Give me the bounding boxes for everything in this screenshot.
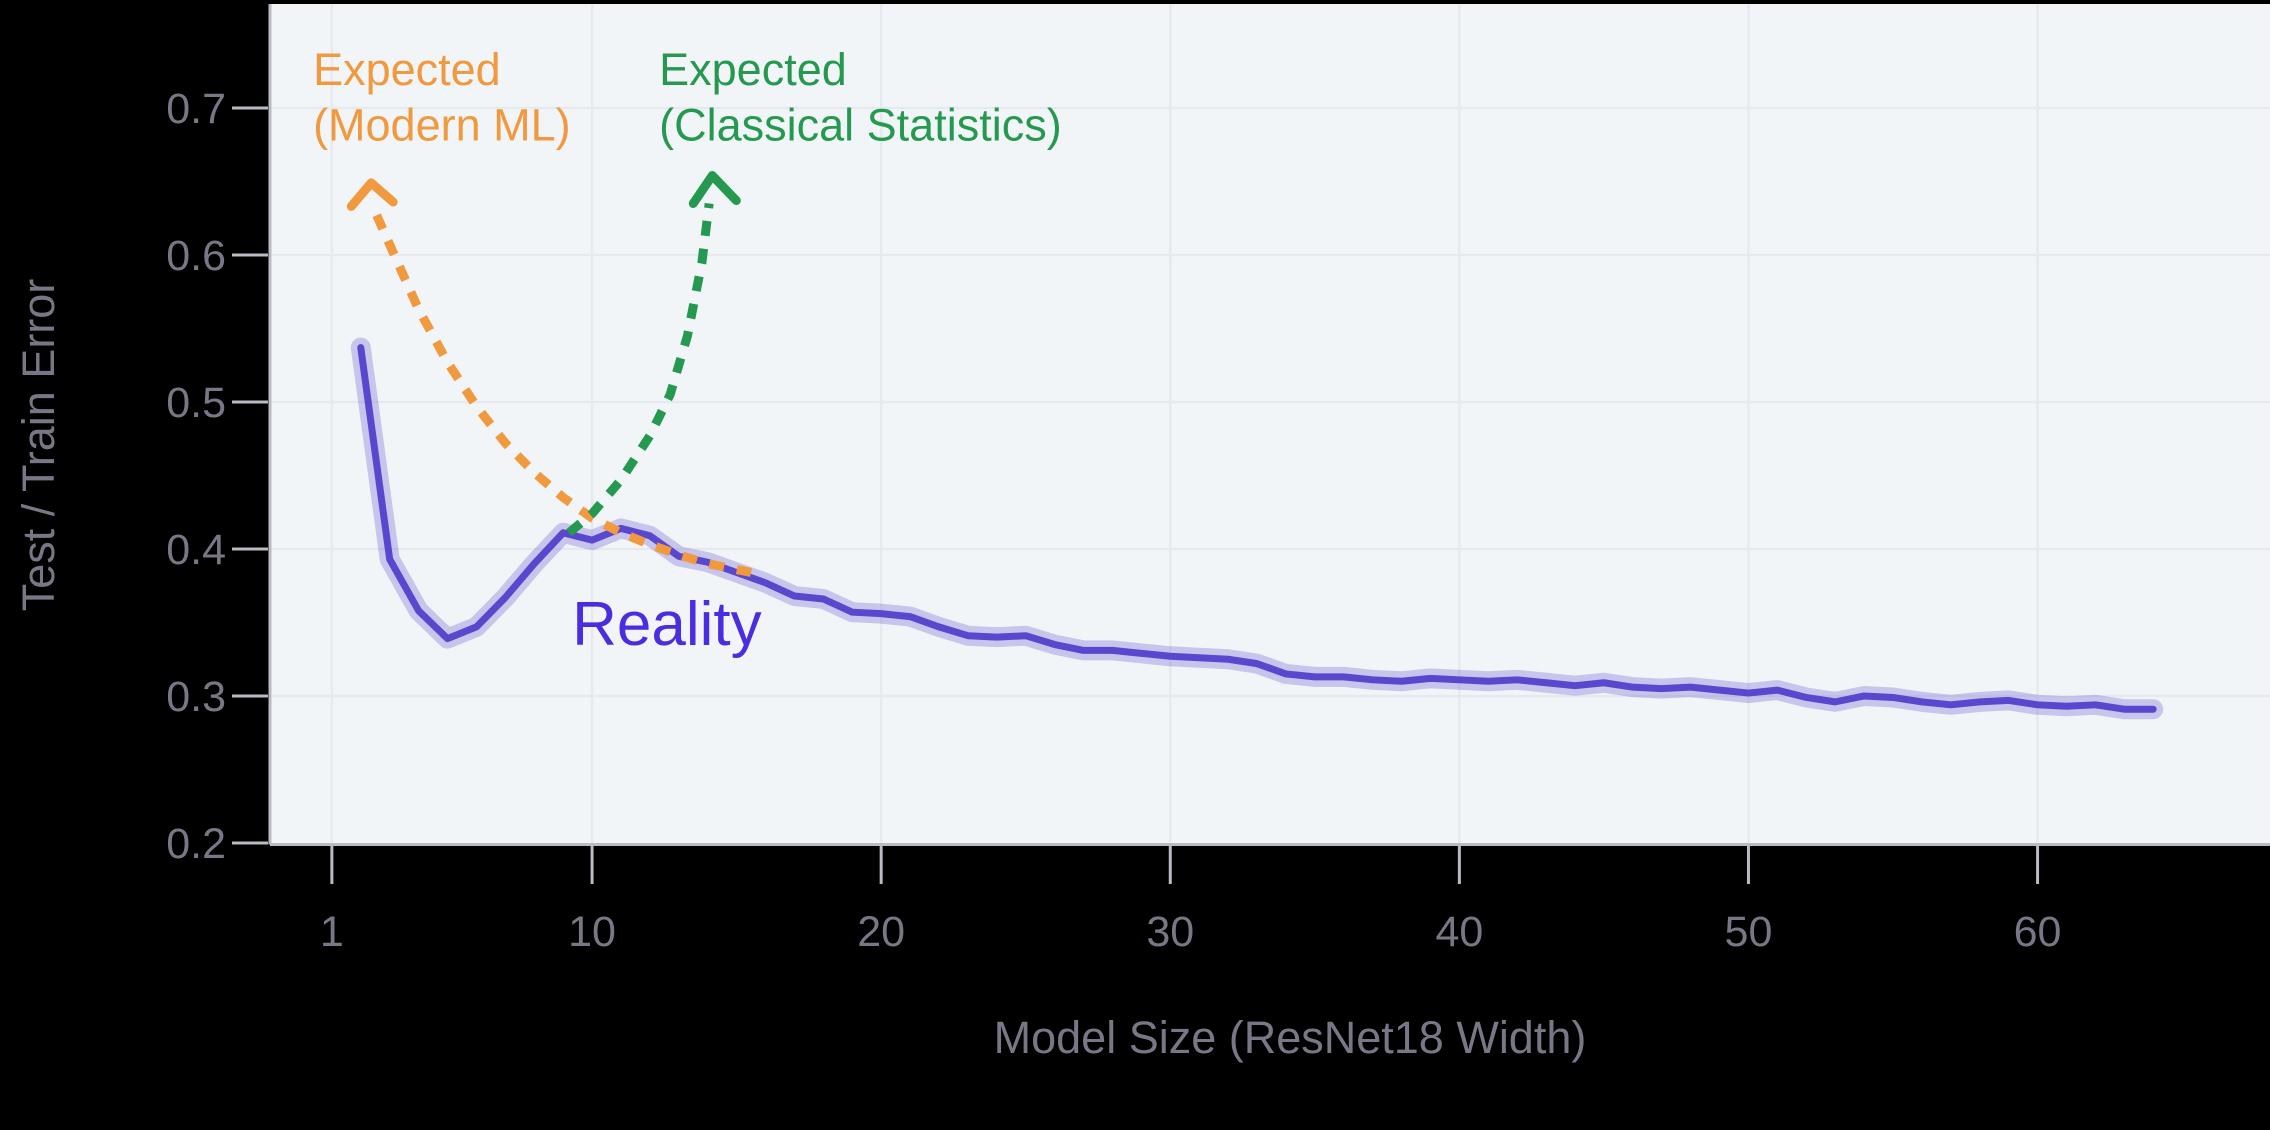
tick-label-x-20: 20 — [857, 908, 905, 956]
tick-label-x-10: 10 — [568, 908, 616, 956]
axis-spines — [268, 4, 2270, 846]
axis-labels: Model Size (ResNet18 Width) Test / Train… — [13, 279, 1586, 1063]
annotation-modern-ml-line1: Expected — [313, 44, 501, 95]
gridlines — [270, 4, 2270, 843]
tick-label-y-0.4: 0.4 — [166, 526, 226, 574]
x-axis-label: Model Size (ResNet18 Width) — [994, 1012, 1587, 1063]
data-series — [350, 202, 2164, 720]
annotation-reality: Reality — [572, 590, 762, 659]
reality-line — [357, 344, 2157, 713]
tick-label-x-1: 1 — [320, 908, 344, 956]
tick-labels: 1 10 20 30 40 50 60 0.2 0.3 0.4 0.5 0.6 0.7 — [166, 85, 2061, 956]
tick-label-y-0.6: 0.6 — [166, 232, 226, 280]
tick-label-x-50: 50 — [1725, 908, 1773, 956]
expected-classical-arrowhead — [688, 171, 741, 208]
tick-label-y-0.2: 0.2 — [166, 820, 226, 868]
annotation-classical-line1: Expected — [659, 44, 847, 95]
tick-label-y-0.3: 0.3 — [166, 673, 226, 721]
tick-label-y-0.5: 0.5 — [166, 379, 226, 427]
tick-label-x-30: 30 — [1146, 908, 1194, 956]
tick-label-x-60: 60 — [2014, 908, 2062, 956]
y-axis-label: Test / Train Error — [13, 279, 64, 612]
annotation-modern-ml-line2: (Modern ML) — [313, 99, 571, 150]
annotation-classical-line2: (Classical Statistics) — [659, 99, 1062, 150]
expected-classical-curve — [566, 202, 714, 537]
tick-label-y-0.7: 0.7 — [166, 85, 226, 133]
annotation-arrows — [346, 171, 741, 211]
tick-marks — [232, 106, 2040, 884]
annotation-texts: Expected (Modern ML) Expected (Classical… — [313, 44, 1062, 659]
expected-modern-ml-arrowhead — [346, 178, 398, 211]
expected-modern-ml-curve — [372, 213, 752, 577]
tick-label-x-40: 40 — [1435, 908, 1483, 956]
